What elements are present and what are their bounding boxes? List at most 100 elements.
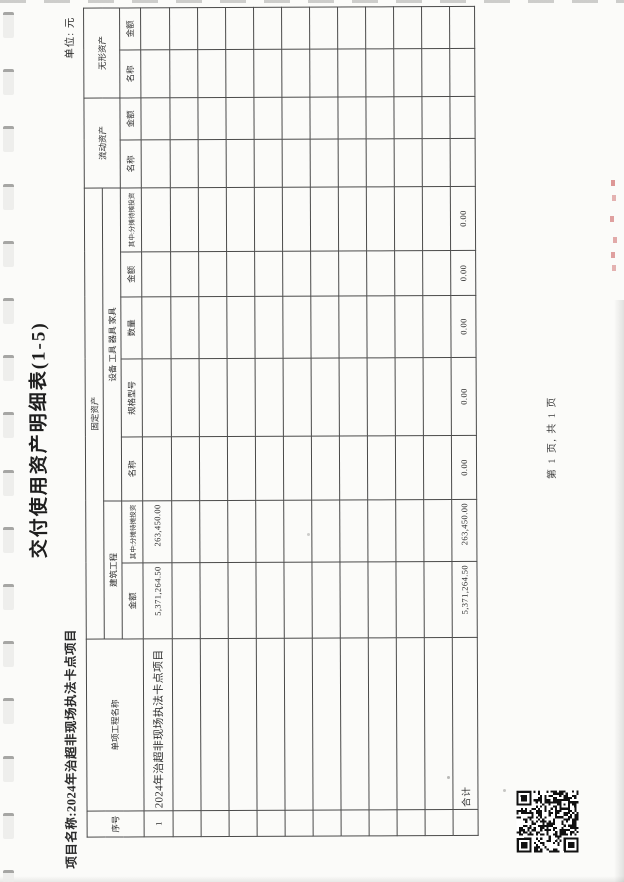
empty-row [421, 6, 454, 836]
empty-cell [423, 499, 452, 562]
empty-cell [254, 187, 283, 252]
empty-cell [170, 187, 199, 252]
empty-cell [141, 139, 171, 188]
empty-cell [282, 139, 311, 188]
empty-cell [422, 250, 451, 296]
empty-cell [170, 251, 199, 297]
total-equip-qty: 0.00 [450, 295, 477, 358]
empty-cell [368, 637, 398, 810]
empty-cell [201, 810, 230, 837]
empty-cell [281, 7, 310, 50]
empty-cell [311, 562, 341, 639]
empty-cell [254, 251, 283, 297]
binding-hole [3, 698, 14, 725]
empty-row [365, 6, 398, 836]
empty-row [197, 7, 230, 837]
empty-cell [283, 358, 312, 437]
qr-code [516, 790, 579, 853]
binding-hole [3, 126, 14, 153]
header-fixed-assets: 固定资产 [84, 188, 105, 640]
empty-cell [393, 6, 422, 49]
header-construction-group: 建筑工程 [103, 500, 123, 640]
empty-cell [393, 96, 423, 139]
empty-cell [421, 6, 450, 49]
empty-cell [142, 436, 172, 501]
red-stamp-marks [611, 180, 615, 186]
header-equip-share: 其中:分摊待摊投资 [120, 187, 142, 252]
empty-cell [198, 187, 227, 252]
document-title: 交付使用资产明细表(1-5) [28, 321, 51, 559]
empty-cell [365, 48, 394, 97]
cell-seq: 1 [144, 810, 174, 837]
header-equipment-group: 设备 工具 器具 家具 [102, 187, 122, 502]
header-equip-qty: 数量 [120, 296, 143, 359]
empty-cell [367, 435, 396, 500]
empty-cell [198, 296, 228, 359]
total-construction-amount: 5,371,264.50 [451, 561, 478, 638]
binding-hole [3, 240, 14, 267]
empty-cell [225, 97, 255, 140]
total-equip-amount: 0.00 [450, 250, 476, 296]
empty-cell [312, 638, 342, 811]
empty-cell [228, 638, 258, 811]
empty-cell [171, 562, 201, 639]
empty-cell [394, 138, 423, 187]
empty-cell [395, 435, 424, 500]
empty-cell [142, 358, 172, 437]
empty-cell [367, 357, 396, 436]
header-intangible-name: 名称 [119, 49, 141, 98]
empty-cell [226, 251, 255, 297]
empty-cell [197, 49, 226, 98]
binding-hole [3, 584, 14, 610]
empty-cell [339, 435, 368, 501]
binding-hole [3, 355, 14, 382]
empty-cell [425, 809, 454, 836]
empty-cell [255, 358, 284, 437]
empty-row [337, 6, 370, 837]
empty-cell [450, 138, 476, 187]
empty-cell [283, 562, 313, 639]
cell-construction-amount: 5,371,264.50 [142, 562, 173, 639]
binding-hole [3, 755, 14, 782]
empty-cell [365, 6, 394, 49]
empty-cell [338, 186, 367, 252]
empty-cell [397, 809, 426, 836]
empty-cell [337, 96, 367, 140]
empty-cell [256, 638, 286, 811]
empty-row [253, 7, 286, 837]
binding-hole [3, 69, 14, 96]
empty-cell [255, 562, 285, 639]
scan-edge-shadow [614, 300, 624, 882]
cell-project-name: 2024年治超非现场执法卡点项目 [143, 638, 174, 811]
empty-cell [340, 637, 370, 811]
empty-cell [449, 48, 475, 97]
total-equip-share: 0.00 [450, 186, 476, 251]
empty-cell [367, 499, 396, 562]
header-equip-name: 名称 [121, 436, 143, 501]
binding-hole [3, 870, 14, 882]
empty-cell [169, 7, 198, 50]
empty-cell [197, 97, 227, 140]
empty-cell [423, 435, 452, 500]
cell-construction-share: 263,450.00 [142, 500, 172, 563]
empty-cell [313, 810, 342, 837]
empty-row [225, 7, 258, 837]
empty-cell [311, 436, 340, 501]
empty-cell [170, 139, 199, 188]
empty-cell [255, 500, 284, 563]
empty-cell [141, 187, 171, 252]
empty-row [281, 7, 314, 837]
empty-cell [169, 97, 199, 140]
empty-cell [169, 49, 198, 98]
empty-cell [310, 251, 339, 297]
empty-cell [198, 251, 227, 297]
empty-cell [422, 186, 451, 251]
empty-cell [309, 6, 338, 50]
empty-cell [253, 7, 282, 50]
header-equip-amount: 金额 [120, 251, 142, 297]
total-row: 合计 5,371,264.50 263,450.00 0.00 0.00 0.0… [449, 6, 479, 836]
empty-cell [339, 561, 369, 639]
empty-cell [226, 187, 255, 252]
